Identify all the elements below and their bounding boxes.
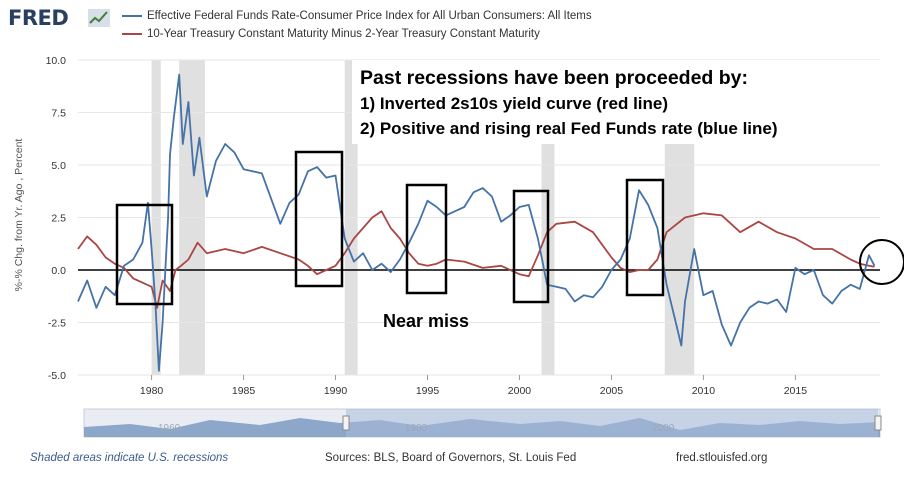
navigator-handle-left (342, 415, 350, 431)
x-tick-label: 2005 (600, 385, 624, 397)
x-tick-label: 2010 (692, 385, 716, 397)
y-tick-label: -5.0 (48, 370, 66, 382)
x-tick-label: 1995 (416, 385, 440, 397)
sources-text: Sources: BLS, Board of Governors, St. Lo… (325, 452, 577, 464)
annotation-box-1995 (405, 183, 448, 295)
x-tick-label: 1980 (140, 385, 164, 397)
x-tick-label: 1990 (324, 385, 348, 397)
y-tick-label: 10.0 (46, 55, 67, 67)
chart-header: FRED Effective Federal Funds Rate-Consum… (0, 0, 904, 48)
legend-item-fed-funds-cpi[interactable]: Effective Federal Funds Rate-Consumer Pr… (122, 10, 592, 22)
annotation-headline: Past recessions have been proceeded by: (360, 67, 748, 89)
x-tick-label: 2015 (784, 385, 808, 397)
annotation-box-1989 (294, 150, 344, 288)
legend-swatch-red (122, 32, 142, 35)
annotation-circle-2019 (859, 239, 904, 285)
annotation-backdrop (352, 60, 880, 144)
legend-label: Effective Federal Funds Rate-Consumer Pr… (147, 10, 592, 22)
x-tick-label: 2000 (508, 385, 532, 397)
legend-swatch-blue (122, 14, 142, 17)
navigator-handle-right (874, 415, 882, 431)
line-chart: 10.0 7.5 5.0 2.5 0.0 -2.5 -5.0 1980 1985 1990 199… (13, 55, 904, 438)
chart-line-icon (88, 9, 110, 27)
fred-logo[interactable]: FRED (8, 6, 69, 30)
legend-label: 10-Year Treasury Constant Maturity Minus… (147, 28, 540, 40)
y-tick-label: 2.5 (51, 213, 66, 225)
series-line-fed-funds-cpi (77, 73, 876, 372)
x-tick-label: 1985 (232, 385, 256, 397)
y-axis-ticks: 10.0 7.5 5.0 2.5 0.0 -2.5 -5.0 (46, 55, 67, 382)
y-tick-label: 5.0 (51, 160, 66, 172)
range-navigator[interactable]: 1960 1980 2000 (83, 408, 882, 438)
recession-note: Shaded areas indicate U.S. recessions (30, 452, 229, 464)
annotation-near-miss: Near miss (383, 311, 469, 331)
navigator-label: 1980 (405, 423, 428, 434)
annotation-box-2006 (625, 178, 665, 297)
y-axis-title: %-% Chg. from Yr. Ago , Percent (13, 139, 25, 292)
y-tick-label: 7.5 (51, 108, 66, 120)
annotation-box-2000 (512, 189, 550, 304)
fred-url-link[interactable]: fred.stlouisfed.org (676, 452, 768, 464)
navigator-label: 1960 (158, 423, 181, 434)
y-tick-label: -2.5 (48, 318, 66, 330)
annotation-boxes (115, 150, 665, 306)
legend-item-yield-spread[interactable]: 10-Year Treasury Constant Maturity Minus… (122, 28, 540, 40)
navigator-label: 2000 (652, 423, 675, 434)
annotation-point-2: 2) Positive and rising real Fed Funds ra… (360, 119, 778, 138)
annotation-box-1980 (115, 203, 174, 306)
annotation-point-1: 1) Inverted 2s10s yield curve (red line) (360, 94, 668, 113)
navigator-selection (346, 409, 878, 437)
x-axis-ticks: 1980 1985 1990 1995 2000 2005 2010 2015 (140, 375, 807, 397)
y-tick-label: 0.0 (51, 265, 66, 277)
